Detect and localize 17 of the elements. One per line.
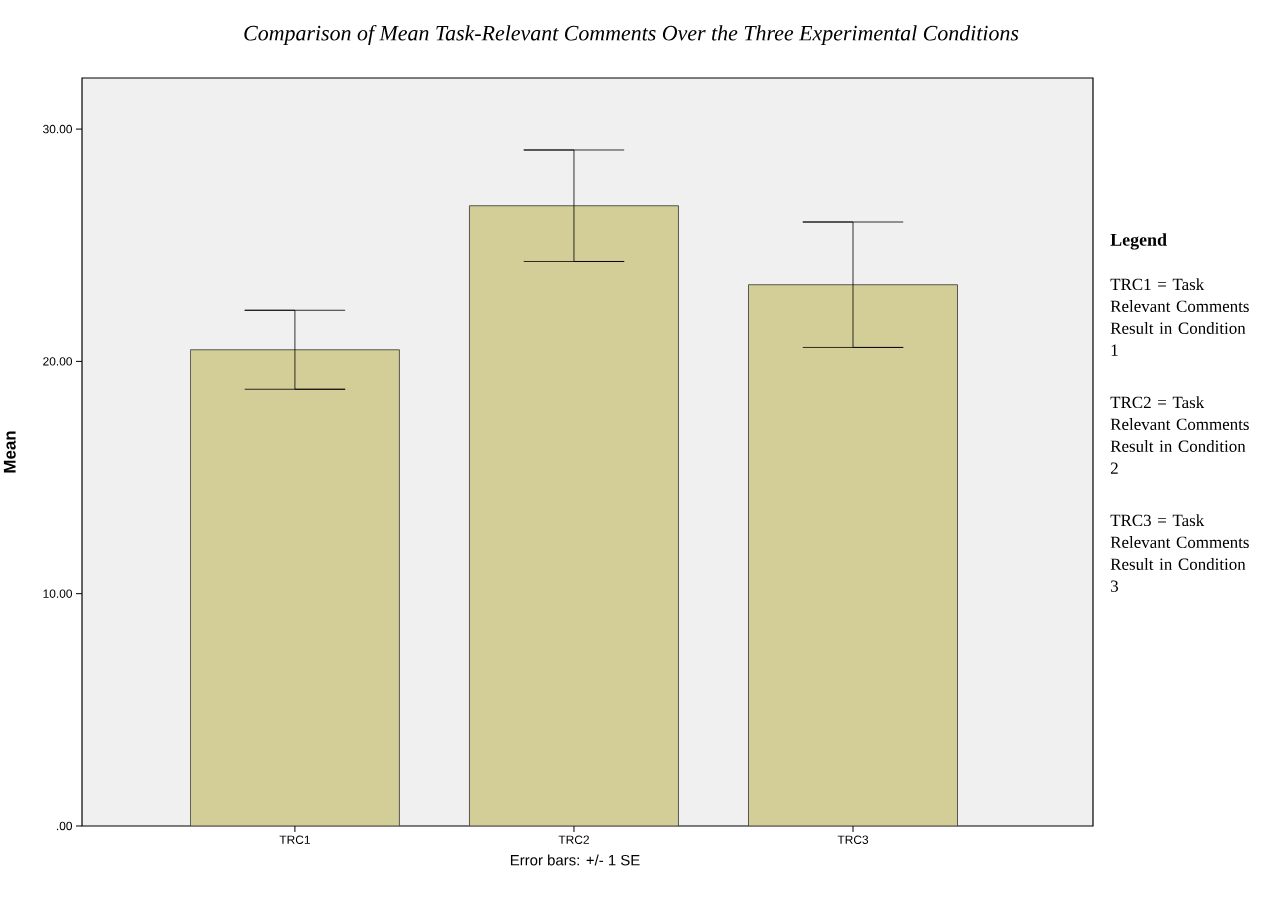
text: Error bars: +/- 1 SE (510, 854, 640, 866)
bar (190, 349, 400, 826)
text: TRC1 = Task Relevant Comments Result in Condition 1 (1110, 278, 1249, 356)
y-axis-title: Mean (3, 431, 16, 473)
text: Legend (1110, 233, 1167, 250)
text: TRC3 = Task Relevant Comments Result in Condition 3 (1110, 514, 1249, 592)
x-tick-label: TRC1 (279, 835, 310, 844)
y-tick-label: .00 (56, 821, 73, 831)
y-tick-label: 20.00 (43, 357, 73, 366)
y-tick-label: 30.00 (43, 124, 73, 134)
bar (748, 284, 958, 826)
text: TRC2 = Task Relevant Comments Result in Condition 2 (1110, 396, 1249, 474)
chart-title: Comparison of Mean Task-Relevant Comments Over the Three Experimental Conditions (244, 24, 1019, 46)
x-tick-label: TRC2 (558, 835, 589, 844)
y-tick-label: 10.00 (43, 589, 73, 598)
bar (469, 205, 679, 826)
x-tick-label: TRC3 (837, 835, 869, 844)
